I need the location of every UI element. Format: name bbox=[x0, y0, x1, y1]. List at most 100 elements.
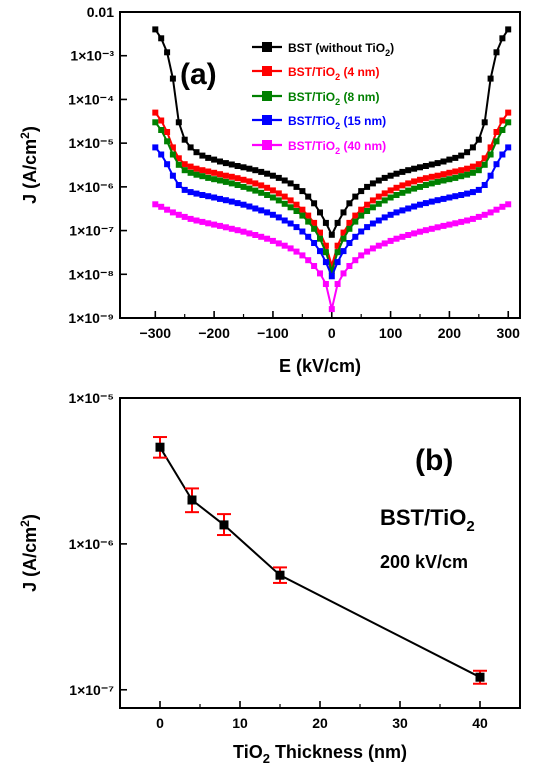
panel-a-point bbox=[334, 249, 341, 256]
panel-a-point bbox=[269, 211, 276, 218]
panel-b-material-sub: 2 bbox=[466, 518, 474, 535]
panel-a-point bbox=[217, 177, 223, 184]
panel-a-point bbox=[328, 273, 335, 280]
panel-a-point bbox=[440, 177, 447, 184]
legend-40nm-main: BST/TiO bbox=[288, 139, 335, 153]
panel-a-point bbox=[211, 156, 218, 163]
panel-a-point bbox=[487, 75, 494, 82]
legend-label-4nm: BST/TiO2 (4 nm) bbox=[288, 65, 379, 82]
panel-a-point bbox=[211, 176, 218, 183]
panel-a-ylabel-tail: ) bbox=[20, 126, 40, 132]
panel-a-point bbox=[399, 233, 406, 240]
panel-b-series-group bbox=[153, 436, 487, 685]
legend-8nm-sub: 2 bbox=[335, 97, 340, 107]
panel-a-point bbox=[381, 174, 388, 181]
panel-a-point bbox=[264, 170, 271, 177]
panel-a-point bbox=[481, 119, 488, 126]
legend-8nm-tail: (8 nm) bbox=[340, 90, 379, 104]
panel-a-point bbox=[234, 200, 241, 207]
panel-a-point bbox=[440, 171, 447, 178]
panel-a-point bbox=[181, 161, 188, 168]
panel-a-point bbox=[193, 171, 200, 178]
panel-b-point bbox=[155, 442, 165, 452]
panel-a-point bbox=[446, 221, 453, 228]
panel-b-ylabel-main: J (A/cm bbox=[20, 527, 40, 592]
panel-a-point bbox=[228, 198, 235, 205]
panel-b-xtick-label: 40 bbox=[472, 715, 488, 731]
panel-a-point bbox=[499, 35, 506, 42]
legend-4nm-tail: (4 nm) bbox=[340, 65, 379, 79]
panel-a-point bbox=[505, 109, 512, 116]
panel-a-point bbox=[499, 151, 506, 158]
panel-a-point bbox=[264, 235, 271, 242]
panel-a-point bbox=[217, 195, 223, 202]
panel-a-point bbox=[346, 240, 353, 246]
panel-a-point bbox=[364, 201, 371, 208]
panel-a-point bbox=[275, 190, 282, 197]
panel-b-label: (b) bbox=[415, 444, 453, 477]
panel-a-point bbox=[217, 222, 223, 229]
panel-a-point bbox=[164, 161, 171, 168]
panel-a-point bbox=[493, 161, 500, 168]
panel-b-ytick-label: 1×10⁻⁶ bbox=[69, 536, 114, 552]
panel-a-point bbox=[252, 167, 259, 174]
panel-a-point bbox=[340, 229, 347, 236]
panel-a-point bbox=[428, 225, 435, 232]
panel-a-point bbox=[164, 138, 171, 145]
panel-b-point bbox=[219, 520, 229, 530]
panel-a-point bbox=[222, 224, 229, 231]
panel-a-point bbox=[187, 215, 194, 222]
legend-item-40nm: BST/TiO2 (40 nm) bbox=[252, 139, 386, 156]
panel-a-point bbox=[434, 178, 441, 185]
panel-a-point bbox=[364, 248, 371, 255]
panel-a-point bbox=[293, 248, 300, 255]
panel-a-label: (a) bbox=[180, 58, 217, 91]
legend-item-15nm: BST/TiO2 (15 nm) bbox=[252, 114, 386, 131]
panel-a-point bbox=[417, 201, 423, 208]
panel-a-point bbox=[193, 149, 200, 156]
panel-b-xlabel-sub: 2 bbox=[263, 751, 270, 766]
panel-a-ytick-label: 1×10⁻⁶ bbox=[69, 179, 114, 195]
panel-a-point bbox=[464, 165, 471, 172]
panel-a-point bbox=[252, 180, 259, 187]
panel-a-point bbox=[464, 171, 471, 178]
panel-a-point bbox=[422, 227, 429, 234]
panel-a-ytick-label: 1×10⁻⁴ bbox=[68, 91, 114, 107]
panel-a-point bbox=[322, 242, 329, 249]
panel-a-point bbox=[446, 156, 453, 163]
panel-a-point bbox=[393, 192, 400, 198]
panel-b-material-main: BST/TiO bbox=[380, 505, 466, 530]
panel-a-point bbox=[434, 160, 441, 167]
panel-a-point bbox=[193, 217, 200, 224]
legend-4nm-main: BST/TiO bbox=[288, 65, 335, 79]
panel-a-point bbox=[387, 172, 394, 179]
panel-a-point bbox=[258, 233, 265, 240]
panel-a-ylabel-main: J (A/cm bbox=[20, 139, 40, 204]
panel-a-point bbox=[246, 178, 253, 185]
legend-15nm-main: BST/TiO bbox=[288, 114, 335, 128]
panel-b-xtick-label: 20 bbox=[312, 715, 328, 731]
panel-a-legend: BST (without TiO2) BST/TiO2 (4 nm) BST/T… bbox=[252, 41, 394, 156]
panel-a-point bbox=[434, 197, 441, 204]
panel-a-point bbox=[352, 193, 359, 200]
panel-a-point bbox=[293, 208, 300, 214]
panel-a-point bbox=[275, 197, 282, 204]
panel-a-point bbox=[481, 155, 488, 162]
panel-a-point bbox=[240, 201, 247, 208]
panel-a-point bbox=[487, 172, 494, 179]
panel-a-point bbox=[369, 197, 376, 204]
panel-a-point bbox=[152, 26, 159, 33]
panel-a-point bbox=[428, 180, 435, 187]
panel-b-xtick-label: 10 bbox=[232, 715, 248, 731]
panel-a-point bbox=[475, 186, 482, 193]
panel-a-point bbox=[258, 189, 265, 196]
panel-a-xtick-label: 200 bbox=[438, 325, 462, 341]
legend-bst-tail: ) bbox=[390, 41, 394, 55]
legend-4nm-sub: 2 bbox=[335, 72, 340, 82]
panel-b-ytick-label: 1×10⁻⁵ bbox=[69, 390, 115, 406]
panel-a-point bbox=[211, 221, 218, 228]
panel-a-point bbox=[340, 248, 347, 255]
panel-a-point bbox=[475, 213, 482, 220]
panel-a-point bbox=[169, 209, 176, 216]
panel-b-xtick-label: 0 bbox=[156, 715, 164, 731]
